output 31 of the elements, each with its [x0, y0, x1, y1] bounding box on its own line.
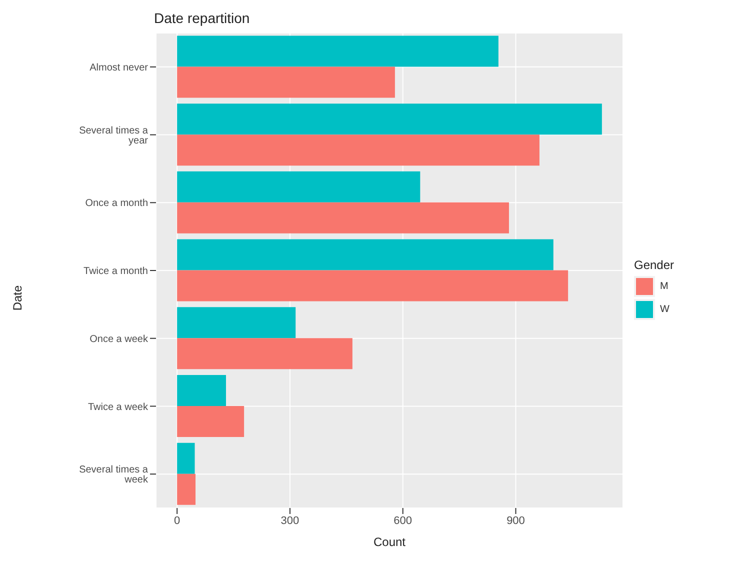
bar [177, 239, 554, 270]
y-tick-label: Once a month [85, 198, 148, 210]
y-tick-label: Twice a week [88, 402, 149, 413]
bar [177, 36, 498, 67]
bar [177, 406, 244, 437]
y-tick-label: Several times a year [79, 125, 149, 146]
x-tick-label: 900 [506, 514, 525, 527]
y-tick-label: Once a week [90, 334, 149, 345]
y-tick-label: Several times a week [79, 464, 149, 486]
x-axis-title: Count [373, 535, 406, 549]
legend-title: Gender [634, 258, 674, 272]
bar [177, 474, 196, 505]
bar [177, 375, 226, 406]
bar [177, 442, 195, 474]
bar [177, 66, 395, 98]
bar [177, 171, 420, 202]
bar [177, 338, 352, 370]
bar [177, 104, 602, 135]
legend-label: W [660, 304, 670, 315]
bar [177, 270, 568, 302]
y-tick-label: Almost never [90, 62, 149, 74]
x-tick-label: 300 [280, 514, 300, 527]
chart-title: Date repartition [154, 10, 250, 26]
bar [177, 307, 296, 338]
legend-label: M [660, 281, 668, 292]
bar [177, 134, 540, 166]
bar [177, 202, 509, 234]
y-tick-label: Twice a month [84, 266, 148, 278]
x-tick-label: 600 [394, 514, 412, 527]
y-axis-title: Date [11, 285, 26, 311]
x-tick-label: 0 [174, 514, 180, 527]
